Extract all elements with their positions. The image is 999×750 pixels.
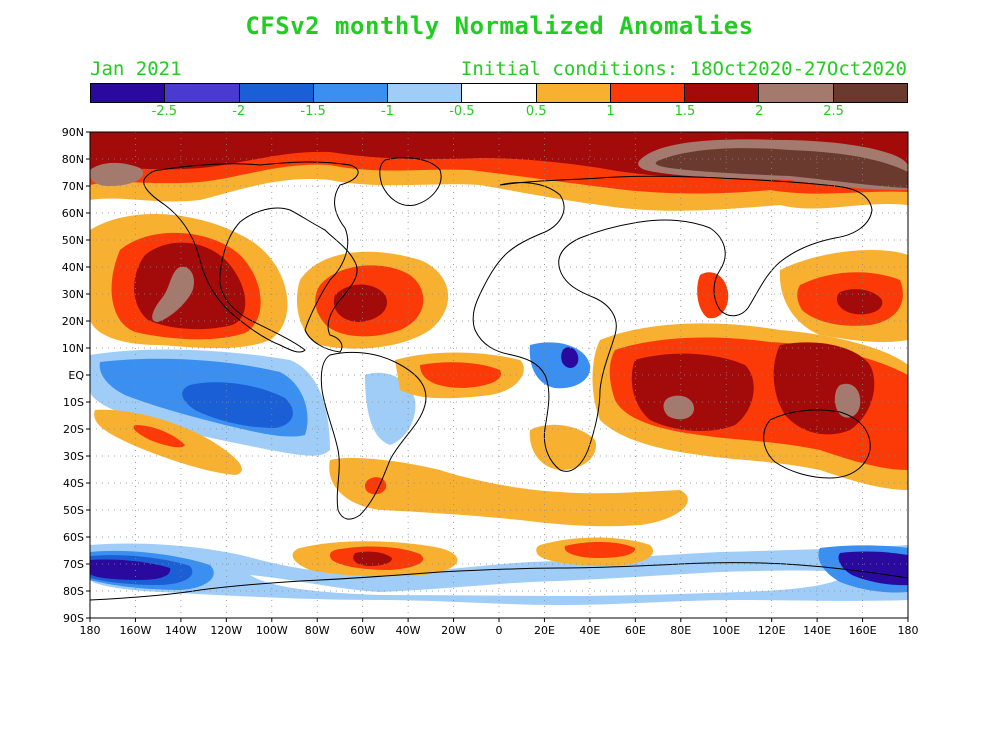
legend-swatch-5: [462, 84, 537, 102]
legend-swatch-3: [313, 84, 389, 102]
india-warm: [697, 272, 729, 319]
legend-swatch-9: [759, 84, 834, 102]
initial-conditions: Initial conditions: 18Oct2020-27Oct2020: [460, 58, 907, 80]
lon-label: 140W: [165, 624, 197, 637]
lon-label: 60W: [350, 624, 375, 637]
legend-label: -2: [232, 104, 246, 119]
axis-ticks: [86, 131, 909, 622]
lat-label: 80S: [63, 585, 84, 598]
legend-label: 2: [755, 104, 764, 119]
south-america-coast: [320, 351, 427, 520]
lat-lon-grid: [90, 132, 908, 618]
lat-label: 60N: [62, 207, 84, 220]
lat-label: 40N: [62, 261, 84, 274]
lon-label: 80W: [305, 624, 330, 637]
legend-swatch-8: [685, 84, 760, 102]
longitude-labels: 180 160W 140W 120W 100W 80W 60W 40W 20W 0 20E 40E 60…: [80, 624, 919, 637]
legend-label: 1.5: [674, 104, 696, 119]
lat-label: 10N: [62, 342, 84, 355]
lat-label: 90N: [62, 126, 84, 139]
indian-ocean-warm: [631, 353, 754, 432]
lat-label: 50S: [63, 504, 84, 517]
antarctica-coast: [90, 562, 908, 601]
valid-month: Jan 2021: [90, 58, 182, 80]
legend-swatch-0: [91, 84, 166, 102]
lat-label: 20S: [63, 423, 84, 436]
europe-africa-coast: [472, 175, 873, 472]
australia-coast: [763, 409, 871, 479]
south-pacific-warm-spots: [329, 458, 688, 527]
s-indian-warm-mid: [564, 542, 636, 558]
coastlines: [90, 157, 908, 601]
lat-label: EQ: [68, 369, 84, 382]
lon-label: 0: [496, 624, 503, 637]
canada-arctic-brown: [90, 163, 144, 186]
anomaly-shading: [90, 132, 908, 605]
lat-label: 60S: [63, 531, 84, 544]
latitude-labels: 90N 80N 70N 60N 50N 40N 30N 20N 10N EQ 10S 20S 30S 40…: [62, 126, 85, 625]
siberia-strong-warm: [655, 148, 908, 188]
lon-label: 180: [80, 624, 101, 637]
lat-label: 30N: [62, 288, 84, 301]
lat-label: 20N: [62, 315, 84, 328]
lat-label: 50N: [62, 234, 84, 247]
southern-ocean-cold-west: [90, 559, 171, 580]
southern-africa-warm: [529, 424, 596, 470]
lon-label: 120W: [210, 624, 242, 637]
lon-label: 180: [898, 624, 919, 637]
lon-label: 60E: [625, 624, 646, 637]
greenland-coast: [379, 157, 442, 207]
legend-label: -2.5: [151, 104, 178, 119]
color-legend-labels: -2.5 -2 -1.5 -1 -0.5 0.5 1 1.5 2 2.5: [90, 104, 908, 122]
lat-label: 80N: [62, 153, 84, 166]
north-america-coast: [143, 161, 359, 353]
atlantic-warm-core: [333, 284, 388, 322]
lon-label: 160W: [120, 624, 152, 637]
tropical-pacific-cold: [182, 382, 293, 428]
lat-label: 40S: [63, 477, 84, 490]
southern-ocean-white-gap: [250, 570, 850, 596]
color-legend-bar: [90, 83, 908, 103]
lon-label: 80E: [670, 624, 691, 637]
legend-swatch-7: [610, 84, 686, 102]
maritime-brown: [834, 383, 861, 418]
lon-label: 20W: [441, 624, 466, 637]
legend-swatch-2: [239, 84, 314, 102]
ne-pacific-brown: [152, 266, 195, 322]
lon-label: 40E: [579, 624, 600, 637]
lon-label: 140E: [803, 624, 831, 637]
lon-label: 40W: [396, 624, 421, 637]
s-atlantic-warm-mid: [420, 362, 501, 388]
nw-pacific-warm-core: [836, 289, 883, 315]
legend-label: -0.5: [449, 104, 475, 119]
lon-label: 100W: [256, 624, 288, 637]
lon-label: 20E: [534, 624, 555, 637]
lat-label: 90S: [63, 612, 84, 625]
lat-label: 30S: [63, 450, 84, 463]
antarctic-warm-core: [353, 551, 392, 566]
lat-label: 70N: [62, 180, 84, 193]
africa-cold-core: [561, 347, 579, 368]
indian-ocean-brown: [663, 395, 695, 420]
legend-swatch-10: [833, 84, 907, 102]
s-pacific-warm-streak-core: [133, 425, 185, 448]
lat-label: 10S: [63, 396, 84, 409]
southern-ocean-cold-east: [838, 551, 908, 586]
legend-label: 1: [606, 104, 615, 119]
lon-label: 100E: [712, 624, 740, 637]
lon-label: 160E: [849, 624, 877, 637]
legend-swatch-6: [536, 84, 611, 102]
legend-swatch-1: [165, 84, 240, 102]
legend-label: -1.5: [300, 104, 326, 119]
lat-label: 70S: [63, 558, 84, 571]
legend-swatch-4: [388, 84, 463, 102]
lon-label: 120E: [758, 624, 786, 637]
legend-label: 0.5: [525, 104, 547, 119]
legend-label: -1: [380, 104, 394, 119]
legend-label: 2.5: [823, 104, 844, 119]
map-title: CFSv2 monthly Normalized Anomalies: [245, 12, 754, 40]
